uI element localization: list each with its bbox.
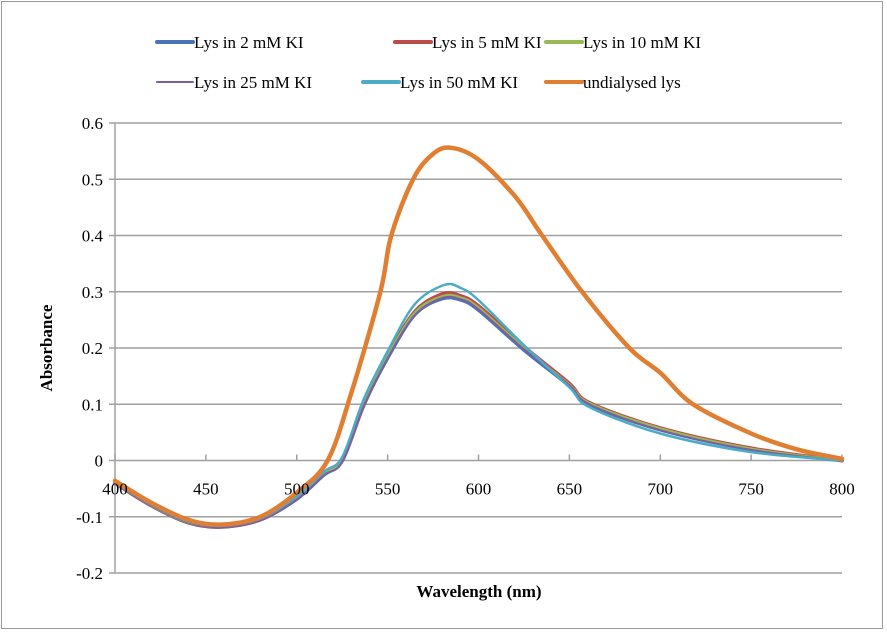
y-tick-label: 0.6 <box>82 114 103 133</box>
x-tick-label: 500 <box>284 480 310 499</box>
y-tick-label: 0.2 <box>82 339 103 358</box>
x-axis-title: Wavelength (nm) <box>416 582 541 601</box>
x-tick-label: 550 <box>375 480 401 499</box>
legend-label: Lys in 2 mM KI <box>194 33 304 52</box>
series-line-lys-in-25-mm-ki <box>114 295 843 529</box>
legend-label: Lys in 10 mM KI <box>583 33 701 52</box>
legend-item: Lys in 50 mM KI <box>361 73 518 92</box>
x-tick-label: 400 <box>102 480 128 499</box>
x-tick-label: 650 <box>557 480 583 499</box>
x-tick-label: 600 <box>466 480 492 499</box>
legend: Lys in 2 mM KI Lys in 5 mM KI Lys in 10 mM… <box>155 33 701 92</box>
y-axis-title: Absorbance <box>37 304 56 391</box>
x-tick-label: 750 <box>738 480 764 499</box>
x-tick-label: 800 <box>829 480 855 499</box>
series-line-undialysed-lys <box>112 145 845 527</box>
legend-label: Lys in 50 mM KI <box>400 73 518 92</box>
y-tick-labels: -0.2 -0.1 0 0.1 0.2 0.3 0.4 0.5 0.6 <box>76 114 103 583</box>
legend-item: undialysed lys <box>544 73 681 92</box>
y-tick-label: 0.3 <box>82 283 103 302</box>
x-tick-labels: 400 450 500 550 600 650 700 750 800 <box>102 480 855 499</box>
legend-label: undialysed lys <box>583 73 681 92</box>
y-tick-label: 0.5 <box>82 170 103 189</box>
x-tick-label: 450 <box>193 480 219 499</box>
gridlines <box>115 122 842 574</box>
legend-item: Lys in 2 mM KI <box>155 33 304 52</box>
y-tick-label: 0.4 <box>82 227 104 246</box>
legend-item: Lys in 10 mM KI <box>544 33 701 52</box>
legend-item: Lys in 25 mM KI <box>156 73 312 92</box>
y-tick-label: -0.2 <box>76 564 103 583</box>
legend-item: Lys in 5 mM KI <box>393 33 542 52</box>
legend-label: Lys in 5 mM KI <box>432 33 542 52</box>
x-tick-label: 700 <box>648 480 674 499</box>
series-layer <box>112 145 845 529</box>
legend-label: Lys in 25 mM KI <box>194 73 312 92</box>
y-tick-label: 0.1 <box>82 395 103 414</box>
y-tick-label: -0.1 <box>76 508 103 527</box>
axes <box>109 122 843 574</box>
y-tick-label: 0 <box>95 452 104 471</box>
